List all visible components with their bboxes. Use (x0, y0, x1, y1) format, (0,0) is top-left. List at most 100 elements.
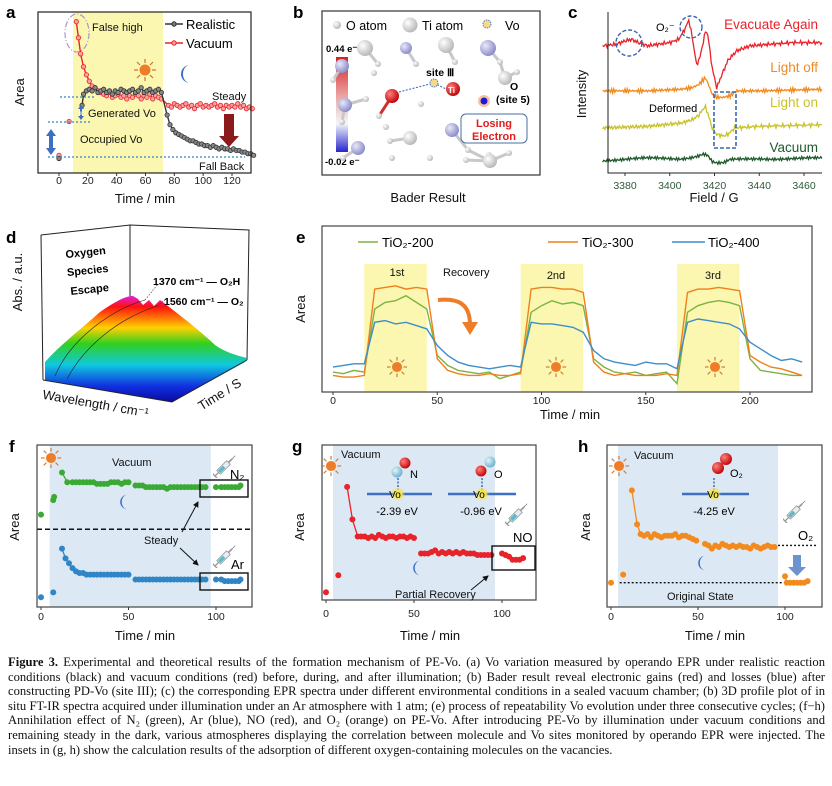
arrow (181, 501, 199, 533)
ti-atom (446, 82, 460, 96)
realistic-point (164, 112, 170, 118)
realistic-point (80, 91, 87, 97)
series-line (332, 294, 803, 386)
deformed-label: Deformed (649, 103, 697, 115)
panel-f: f 0 50 100 Vacuum N₂ Ar Steady Area Time /… (7, 437, 253, 643)
x-axis-label: Time / min (115, 628, 175, 643)
data-point (51, 493, 58, 500)
x-tick-label: 50 (408, 608, 420, 620)
panel-label: a (6, 3, 16, 22)
legend-marker-vacuum (171, 40, 177, 46)
ti-atom (480, 40, 496, 56)
data-point (38, 594, 45, 601)
o-atom (339, 119, 345, 125)
legend-ti-atom: Ti atom (422, 19, 463, 33)
energy-label-1: -2.39 eV (376, 506, 418, 518)
panel-caption: Bader Result (390, 190, 466, 205)
data-point (212, 576, 219, 583)
o-atom (418, 101, 424, 107)
vacuum-region (333, 445, 495, 600)
annotation-steady: Steady (212, 91, 247, 103)
sun-icon (40, 447, 62, 469)
data-point (202, 576, 209, 583)
dashed-box (713, 91, 737, 149)
x-axis-label: Field / G (689, 190, 738, 205)
sun-icon (704, 356, 726, 378)
realistic-point (155, 86, 162, 92)
o-atom-legend-icon (333, 21, 341, 29)
data-point (202, 484, 209, 491)
vacuum-point (197, 101, 203, 107)
ti-atom (403, 131, 417, 145)
x-tick-label: 80 (168, 175, 180, 187)
sun-icon (545, 356, 567, 378)
highlight-box (199, 572, 249, 591)
recovery-arrow-head (462, 322, 478, 335)
spectrum-evacuate-again (602, 17, 823, 90)
figure-caption: Figure 3. Experimental and theoretical r… (8, 655, 825, 757)
x-axis-label: Time / min (400, 628, 460, 643)
annotation-escape: Escape (70, 282, 110, 298)
vacuum-point (138, 96, 144, 102)
roman-three: Ⅲ (79, 111, 82, 117)
annotation-generated-vo: Generated Vo (88, 108, 156, 120)
o-atom (371, 70, 377, 76)
y-axis-label: Area (7, 513, 22, 541)
o-atom (340, 155, 346, 161)
peak-label-1560: 1560 cm⁻¹ — O₂ (164, 296, 244, 308)
vacuum-point (83, 72, 89, 78)
peak-trace-1560 (66, 305, 158, 380)
panel-h: h 0 50 100 Vacuum Vo O₂ -4.25 eV O₂ Origin… (578, 437, 823, 643)
vo-label: Vo (473, 490, 485, 501)
annotation-false-high: False high (92, 22, 143, 34)
steady-label: Steady (144, 535, 179, 547)
realistic-point (251, 152, 257, 158)
down-arrow-icon (219, 114, 239, 147)
ti-atom (335, 59, 349, 73)
false-high-circle (64, 13, 90, 53)
highlight-box (491, 545, 536, 571)
panel-g: g 0 50 100 Vacuum Vo N -2.39 eV Vo O -0.96… (292, 437, 537, 643)
data-point (344, 483, 351, 490)
recovery-label: Recovery (443, 267, 490, 279)
legend-label: TiO₂-300 (582, 235, 634, 250)
data-point (59, 469, 66, 476)
panel-c: c Evacuate Again Light off Light on Vacuum 3… (568, 3, 823, 205)
colorbar-max: 0.44 e⁻ (326, 44, 357, 55)
atom-label-n: N (410, 469, 418, 481)
vo-label: Vo (707, 490, 719, 501)
vo-link (398, 82, 435, 93)
realistic-point (89, 88, 95, 94)
vacuum-point (73, 19, 79, 25)
legend-vo: Vo (505, 19, 520, 33)
panel-e: e 0 50 100 150 200 1st 2nd 3rd Recovery TiO₂… (293, 225, 813, 422)
x-tick-label: 0 (608, 611, 614, 623)
x-tick-label: 3460 (792, 180, 816, 192)
panel-label: h (578, 437, 588, 456)
realistic-point (129, 86, 136, 92)
data-point (212, 484, 219, 491)
vacuum-point (75, 35, 82, 41)
highlight-box (199, 479, 249, 498)
o-atom (514, 69, 520, 75)
legend-o-atom: O atom (346, 19, 387, 33)
original-state-label: Original State (667, 591, 734, 603)
down-arrow-icon (788, 555, 806, 576)
data-point (410, 535, 417, 542)
data-point (693, 537, 700, 544)
x-axis-label: Time / min (685, 628, 745, 643)
x-tick-label: 40 (111, 175, 123, 187)
y-axis-label: Area (293, 295, 308, 323)
x-tick-label: 150 (637, 395, 655, 407)
series-label: Light on (770, 95, 818, 110)
panel-label: b (293, 3, 303, 22)
data-point (520, 555, 527, 562)
series-label: Light off (770, 60, 818, 75)
ti-atom (385, 89, 399, 103)
peak-label-1370: 1370 cm⁻¹ — O₂H (153, 276, 240, 288)
ti-atom (338, 98, 352, 112)
peak-trace-1370 (54, 299, 146, 377)
ti-atom (400, 42, 412, 54)
x-tick-label: 100 (776, 611, 794, 623)
o2-adsorption-inset (682, 453, 749, 501)
